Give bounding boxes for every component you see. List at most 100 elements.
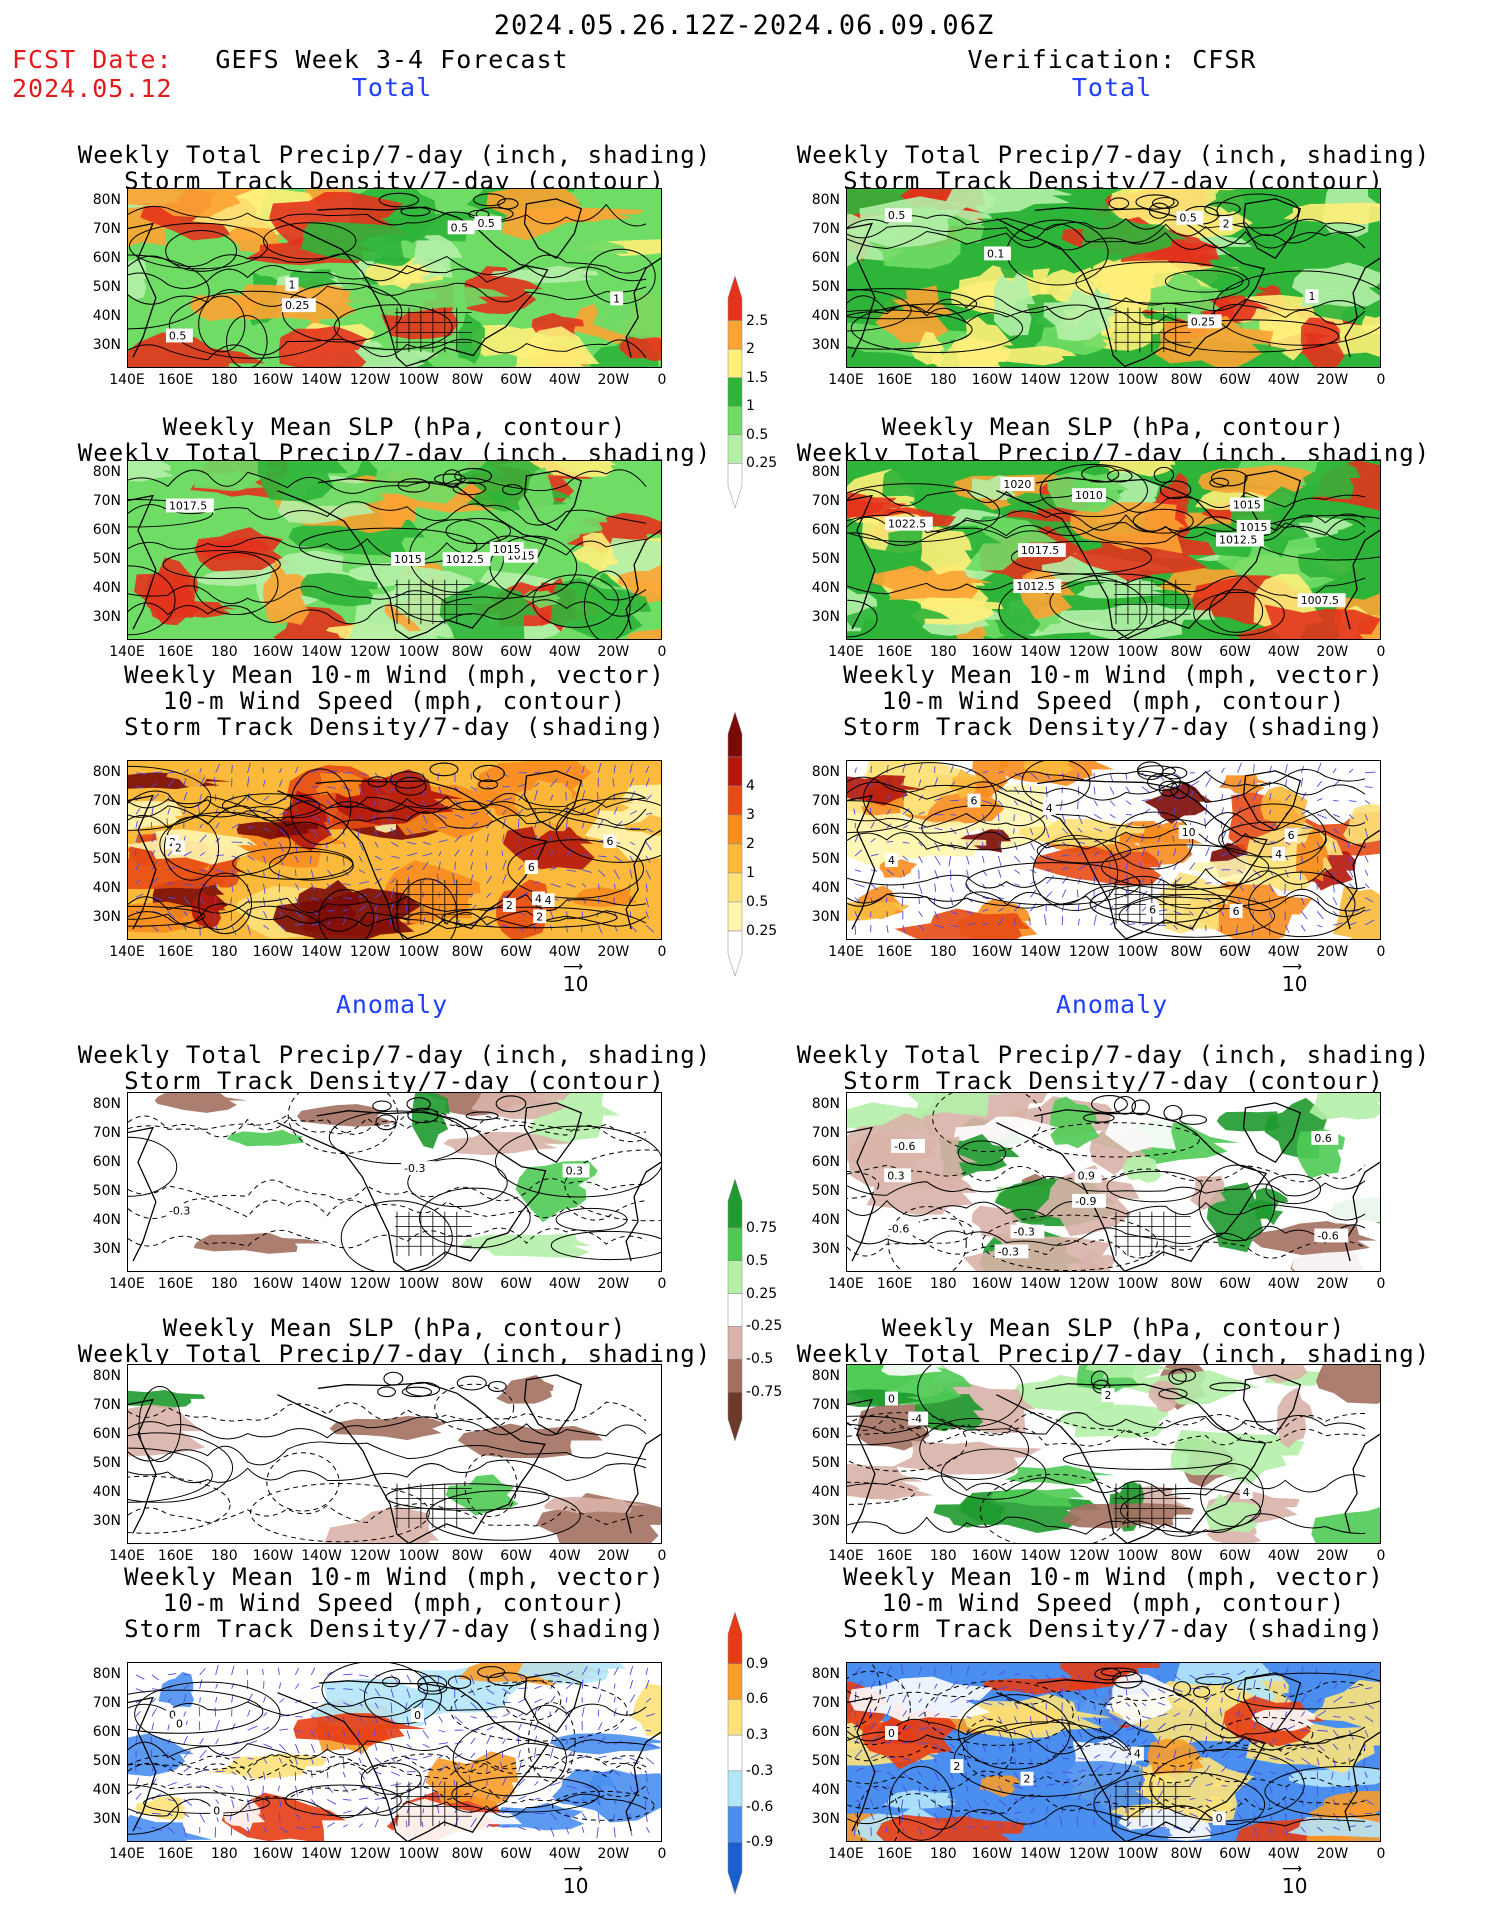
- lon-label: 0: [1376, 1846, 1386, 1862]
- lat-label: 60N: [811, 1426, 840, 1442]
- lat-label: 40N: [811, 580, 840, 596]
- lat-label: 80N: [811, 764, 840, 780]
- vector-reference: ⟶ 10: [1282, 1862, 1307, 1898]
- total-label-right: Total: [1071, 73, 1153, 102]
- panel-title-line: Storm Track Density/7-day (contour): [124, 1067, 665, 1095]
- lat-label: 70N: [811, 221, 840, 237]
- lat-label: 30N: [92, 1811, 121, 1827]
- lat-label: 30N: [92, 609, 121, 625]
- colorbar-tick-label: 2.5: [746, 312, 769, 329]
- map-field: 0 4 2 -4: [847, 1365, 1380, 1543]
- lon-label: 20W: [597, 1846, 630, 1862]
- colorbar-segment: [727, 348, 743, 378]
- lon-label: 0: [1376, 944, 1386, 960]
- lat-label: 70N: [92, 221, 121, 237]
- lon-label: 40W: [548, 1276, 581, 1292]
- colorbar-tick-label: -0.5: [746, 1351, 774, 1368]
- lon-label: 60W: [1219, 1276, 1251, 1292]
- lon-label: 120W: [1068, 944, 1110, 960]
- lon-label: 140E: [109, 372, 145, 388]
- lon-label: 80W: [1170, 644, 1203, 660]
- contour-label: -0.6: [894, 1140, 915, 1153]
- colorbar-tick-label: -0.9: [746, 1834, 774, 1851]
- panel-title-line: Storm Track Density/7-day (shading): [124, 1615, 665, 1643]
- precip-anom-colorbar: [727, 1178, 743, 1442]
- lon-label: 160E: [876, 1276, 913, 1292]
- contour-label: 6: [971, 795, 978, 808]
- lon-label: 120W: [1068, 372, 1110, 388]
- verification-anomaly-slp-precip-map: 0 4 2 -4: [846, 1364, 1381, 1544]
- lon-label: 20W: [1316, 1548, 1349, 1564]
- lon-label: 120W: [1068, 1548, 1110, 1564]
- lat-label: 70N: [92, 493, 121, 509]
- contour-label: 0.5: [451, 221, 468, 234]
- lon-label: 140E: [109, 1846, 145, 1862]
- contour-label: 1012.5: [1016, 580, 1054, 593]
- map-field: 22246624: [128, 761, 661, 939]
- lon-label: 100W: [1117, 372, 1159, 388]
- colorbar-segment: [727, 320, 743, 350]
- forecast-anomaly-precip-std-map: -0.3 -0.3 0.3: [127, 1092, 662, 1272]
- panel-title-line: Storm Track Density/7-day (shading): [843, 1615, 1384, 1643]
- lon-label: 140E: [109, 944, 145, 960]
- contour-label: 2: [1105, 1389, 1112, 1402]
- verification-anomaly-precip-std-map: -0.6 -0.3 -0.9 -0.6 -0.6 0.6 -0.3 0.3 0.9: [846, 1092, 1381, 1272]
- lon-label: 0: [1376, 372, 1386, 388]
- colorbar-segment: [727, 463, 743, 509]
- lat-label: 80N: [92, 192, 121, 208]
- contour-label: 0.3: [566, 1165, 583, 1178]
- lon-label: 60W: [500, 1548, 532, 1564]
- panel-title-line: 10-m Wind Speed (mph, contour): [162, 687, 627, 715]
- map-field: -0.3 -0.3 0.3: [128, 1093, 661, 1271]
- verification-title: Verification: CFSR: [967, 45, 1257, 74]
- panel-title-line: Weekly Mean 10-m Wind (mph, vector): [843, 661, 1384, 689]
- lat-label: 40N: [811, 1782, 840, 1798]
- panel-title-line: Weekly Mean SLP (hPa, contour): [162, 1314, 627, 1342]
- lon-label: 0: [657, 644, 667, 660]
- lat-label: 70N: [92, 1397, 121, 1413]
- contour-label: 0.5: [1179, 212, 1196, 225]
- colorbar-segment: [727, 406, 743, 436]
- lat-label: 80N: [811, 464, 840, 480]
- colorbar-tick-label: 1.5: [746, 369, 769, 386]
- lon-label: 140E: [828, 372, 864, 388]
- contour-label: 4: [1046, 802, 1053, 815]
- contour-label: 0.3: [887, 1169, 904, 1182]
- anomaly-label-left: Anomaly: [335, 990, 449, 1019]
- lon-label: 40W: [1267, 944, 1300, 960]
- lon-label: 160W: [252, 1846, 294, 1862]
- contour-label: 1: [1308, 290, 1315, 303]
- lon-label: 140E: [828, 944, 864, 960]
- lon-label: 60W: [500, 644, 532, 660]
- lat-label: 70N: [92, 1125, 121, 1141]
- forecast-title: GEFS Week 3-4 Forecast: [215, 45, 569, 74]
- contour-label: 4: [1243, 1486, 1250, 1499]
- lon-label: 80W: [451, 372, 484, 388]
- colorbar-segment: [727, 901, 743, 932]
- lon-label: 0: [1376, 644, 1386, 660]
- panel-title-line: Storm Track Density/7-day (contour): [843, 1067, 1384, 1095]
- colorbar-tick-label: 2: [746, 836, 755, 852]
- lon-label: 140W: [301, 644, 342, 660]
- map-field: [128, 1365, 661, 1543]
- lat-label: 80N: [92, 764, 121, 780]
- lon-label: 20W: [1316, 644, 1349, 660]
- contour-label: 0: [176, 1717, 183, 1730]
- verification-anomaly-wind-std-map: 0 2 4 2 0: [846, 1662, 1381, 1842]
- contour-label: 1012.5: [1219, 534, 1257, 547]
- vector-reference-label: 10: [563, 1874, 589, 1898]
- lat-label: 70N: [811, 493, 840, 509]
- lon-label: 160W: [971, 1276, 1013, 1292]
- lon-label: 20W: [1316, 372, 1349, 388]
- lon-label: 140W: [301, 372, 342, 388]
- colorbar-segment: [727, 711, 743, 758]
- contour-label: 4: [888, 854, 895, 867]
- lon-label: 40W: [548, 644, 581, 660]
- lon-label: 180: [210, 1548, 238, 1564]
- lat-label: 30N: [811, 909, 840, 925]
- contour-label: 4: [535, 892, 542, 905]
- lon-label: 0: [657, 372, 667, 388]
- lon-label: 180: [929, 1276, 957, 1292]
- contour-label: -0.6: [1317, 1229, 1338, 1242]
